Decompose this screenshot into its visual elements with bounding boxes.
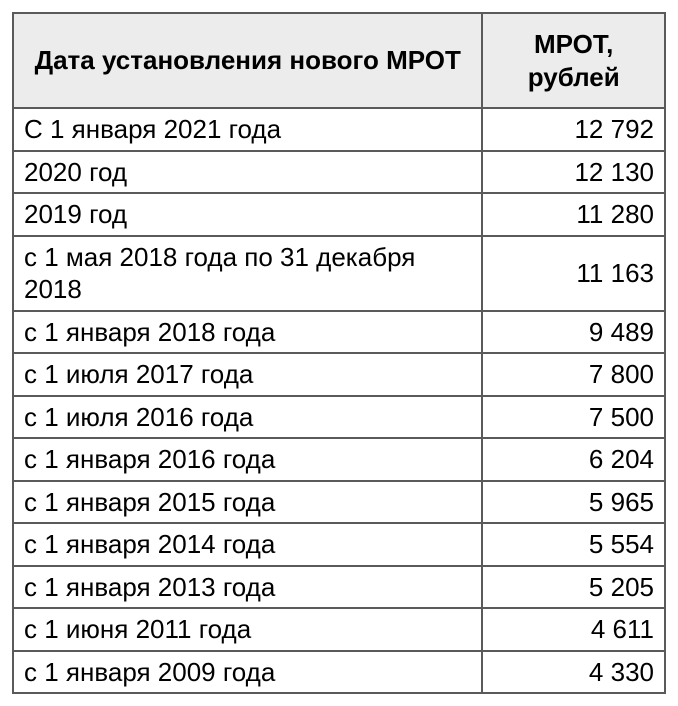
cell-value: 7 500 [482,396,665,439]
table-row: с 1 мая 2018 года по 31 декабря 201811 1… [13,236,665,311]
cell-value: 7 800 [482,353,665,396]
table-row: с 1 января 2018 года9 489 [13,311,665,354]
cell-date: с 1 июля 2016 года [13,396,482,439]
table-row: с 1 января 2013 года5 205 [13,566,665,609]
cell-value: 12 792 [482,108,665,151]
cell-value: 11 163 [482,236,665,311]
cell-date: С 1 января 2021 года [13,108,482,151]
cell-date: с 1 мая 2018 года по 31 декабря 2018 [13,236,482,311]
cell-value: 5 554 [482,523,665,566]
cell-date: 2020 год [13,151,482,194]
mrot-table: Дата установления нового МРОТ МРОТ, рубл… [12,12,666,694]
table-row: С 1 января 2021 года12 792 [13,108,665,151]
cell-value: 9 489 [482,311,665,354]
table-row: с 1 июля 2016 года7 500 [13,396,665,439]
cell-date: с 1 января 2014 года [13,523,482,566]
cell-date: с 1 января 2015 года [13,481,482,524]
table-header-row: Дата установления нового МРОТ МРОТ, рубл… [13,13,665,108]
table-row: с 1 января 2014 года5 554 [13,523,665,566]
table-row: с 1 января 2016 года6 204 [13,438,665,481]
cell-value: 5 965 [482,481,665,524]
table-row: с 1 января 2015 года5 965 [13,481,665,524]
table-row: с 1 июля 2017 года7 800 [13,353,665,396]
cell-date: с 1 января 2016 года [13,438,482,481]
table-body: С 1 января 2021 года12 7922020 год12 130… [13,108,665,693]
cell-date: 2019 год [13,193,482,236]
col-header-value: МРОТ, рублей [482,13,665,108]
cell-value: 4 330 [482,651,665,694]
cell-value: 5 205 [482,566,665,609]
cell-date: с 1 января 2013 года [13,566,482,609]
table-row: 2019 год11 280 [13,193,665,236]
cell-date: с 1 июня 2011 года [13,608,482,651]
cell-date: с 1 января 2018 года [13,311,482,354]
table-row: с 1 января 2009 года4 330 [13,651,665,694]
cell-value: 12 130 [482,151,665,194]
col-header-date: Дата установления нового МРОТ [13,13,482,108]
cell-value: 6 204 [482,438,665,481]
cell-value: 4 611 [482,608,665,651]
cell-date: с 1 января 2009 года [13,651,482,694]
cell-value: 11 280 [482,193,665,236]
table-row: 2020 год12 130 [13,151,665,194]
cell-date: с 1 июля 2017 года [13,353,482,396]
table-row: с 1 июня 2011 года4 611 [13,608,665,651]
